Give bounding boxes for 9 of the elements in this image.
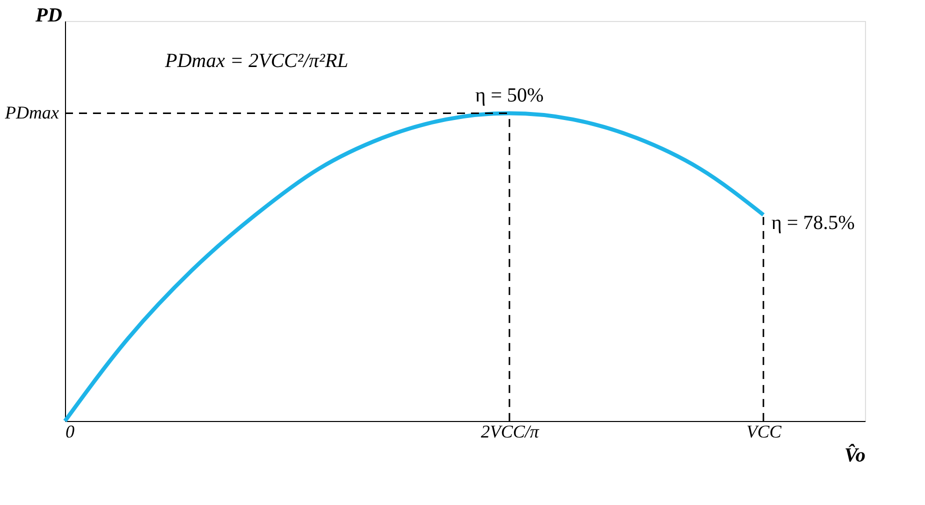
annotation: η = 50%: [475, 84, 544, 106]
y-axis-title: PD: [34, 4, 62, 26]
x-tick-label: 2VCC/π: [480, 422, 540, 442]
text: PDmax = 2VCC²/π²RL: [164, 50, 348, 72]
x-tick-label: VCC: [746, 422, 782, 442]
annotation: η = 78.5%: [771, 212, 855, 234]
x-tick-label: 0: [66, 422, 74, 442]
ref-line-label: PDmax: [4, 102, 60, 122]
x-axis-title: V̂o: [844, 443, 866, 466]
